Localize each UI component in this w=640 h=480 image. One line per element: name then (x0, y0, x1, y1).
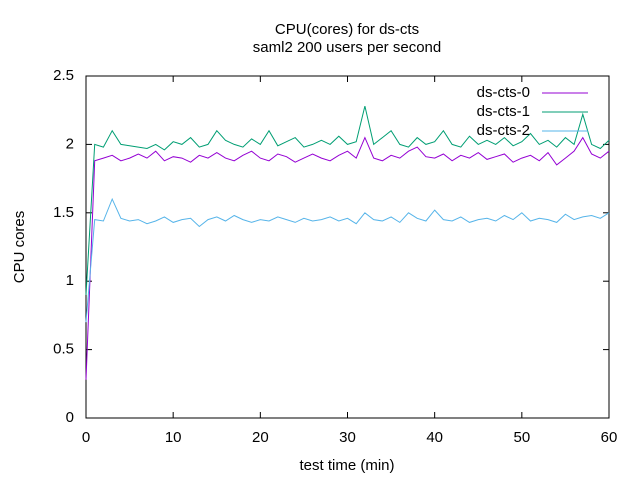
legend-label: ds-cts-2 (477, 122, 530, 139)
x-tick-label: 50 (513, 429, 530, 446)
plot-frame (85, 75, 610, 419)
x-tick-label: 0 (82, 429, 90, 446)
legend-label: ds-cts-1 (477, 103, 530, 120)
x-tick-label: 40 (426, 429, 443, 446)
x-axis-label: test time (min) (299, 457, 394, 474)
y-axis-label: CPU cores (11, 211, 28, 284)
y-tick-label: 0.5 (53, 341, 74, 358)
series-line (85, 136, 610, 380)
y-tick-label: 1 (66, 272, 74, 289)
chart-subtitle: saml2 200 users per second (253, 39, 441, 56)
y-tick-label: 2.5 (53, 67, 74, 84)
legend-label: ds-cts-0 (477, 84, 530, 101)
x-tick-label: 10 (165, 429, 182, 446)
chart-title: CPU(cores) for ds-cts (275, 21, 419, 38)
y-tick-label: 0 (66, 409, 74, 426)
x-tick-label: 60 (601, 429, 618, 446)
y-tick-label: 1.5 (53, 204, 74, 221)
series-line (85, 197, 610, 323)
y-tick-label: 2 (66, 135, 74, 152)
x-tick-label: 30 (339, 429, 356, 446)
x-tick-label: 20 (252, 429, 269, 446)
series-line (85, 105, 610, 295)
